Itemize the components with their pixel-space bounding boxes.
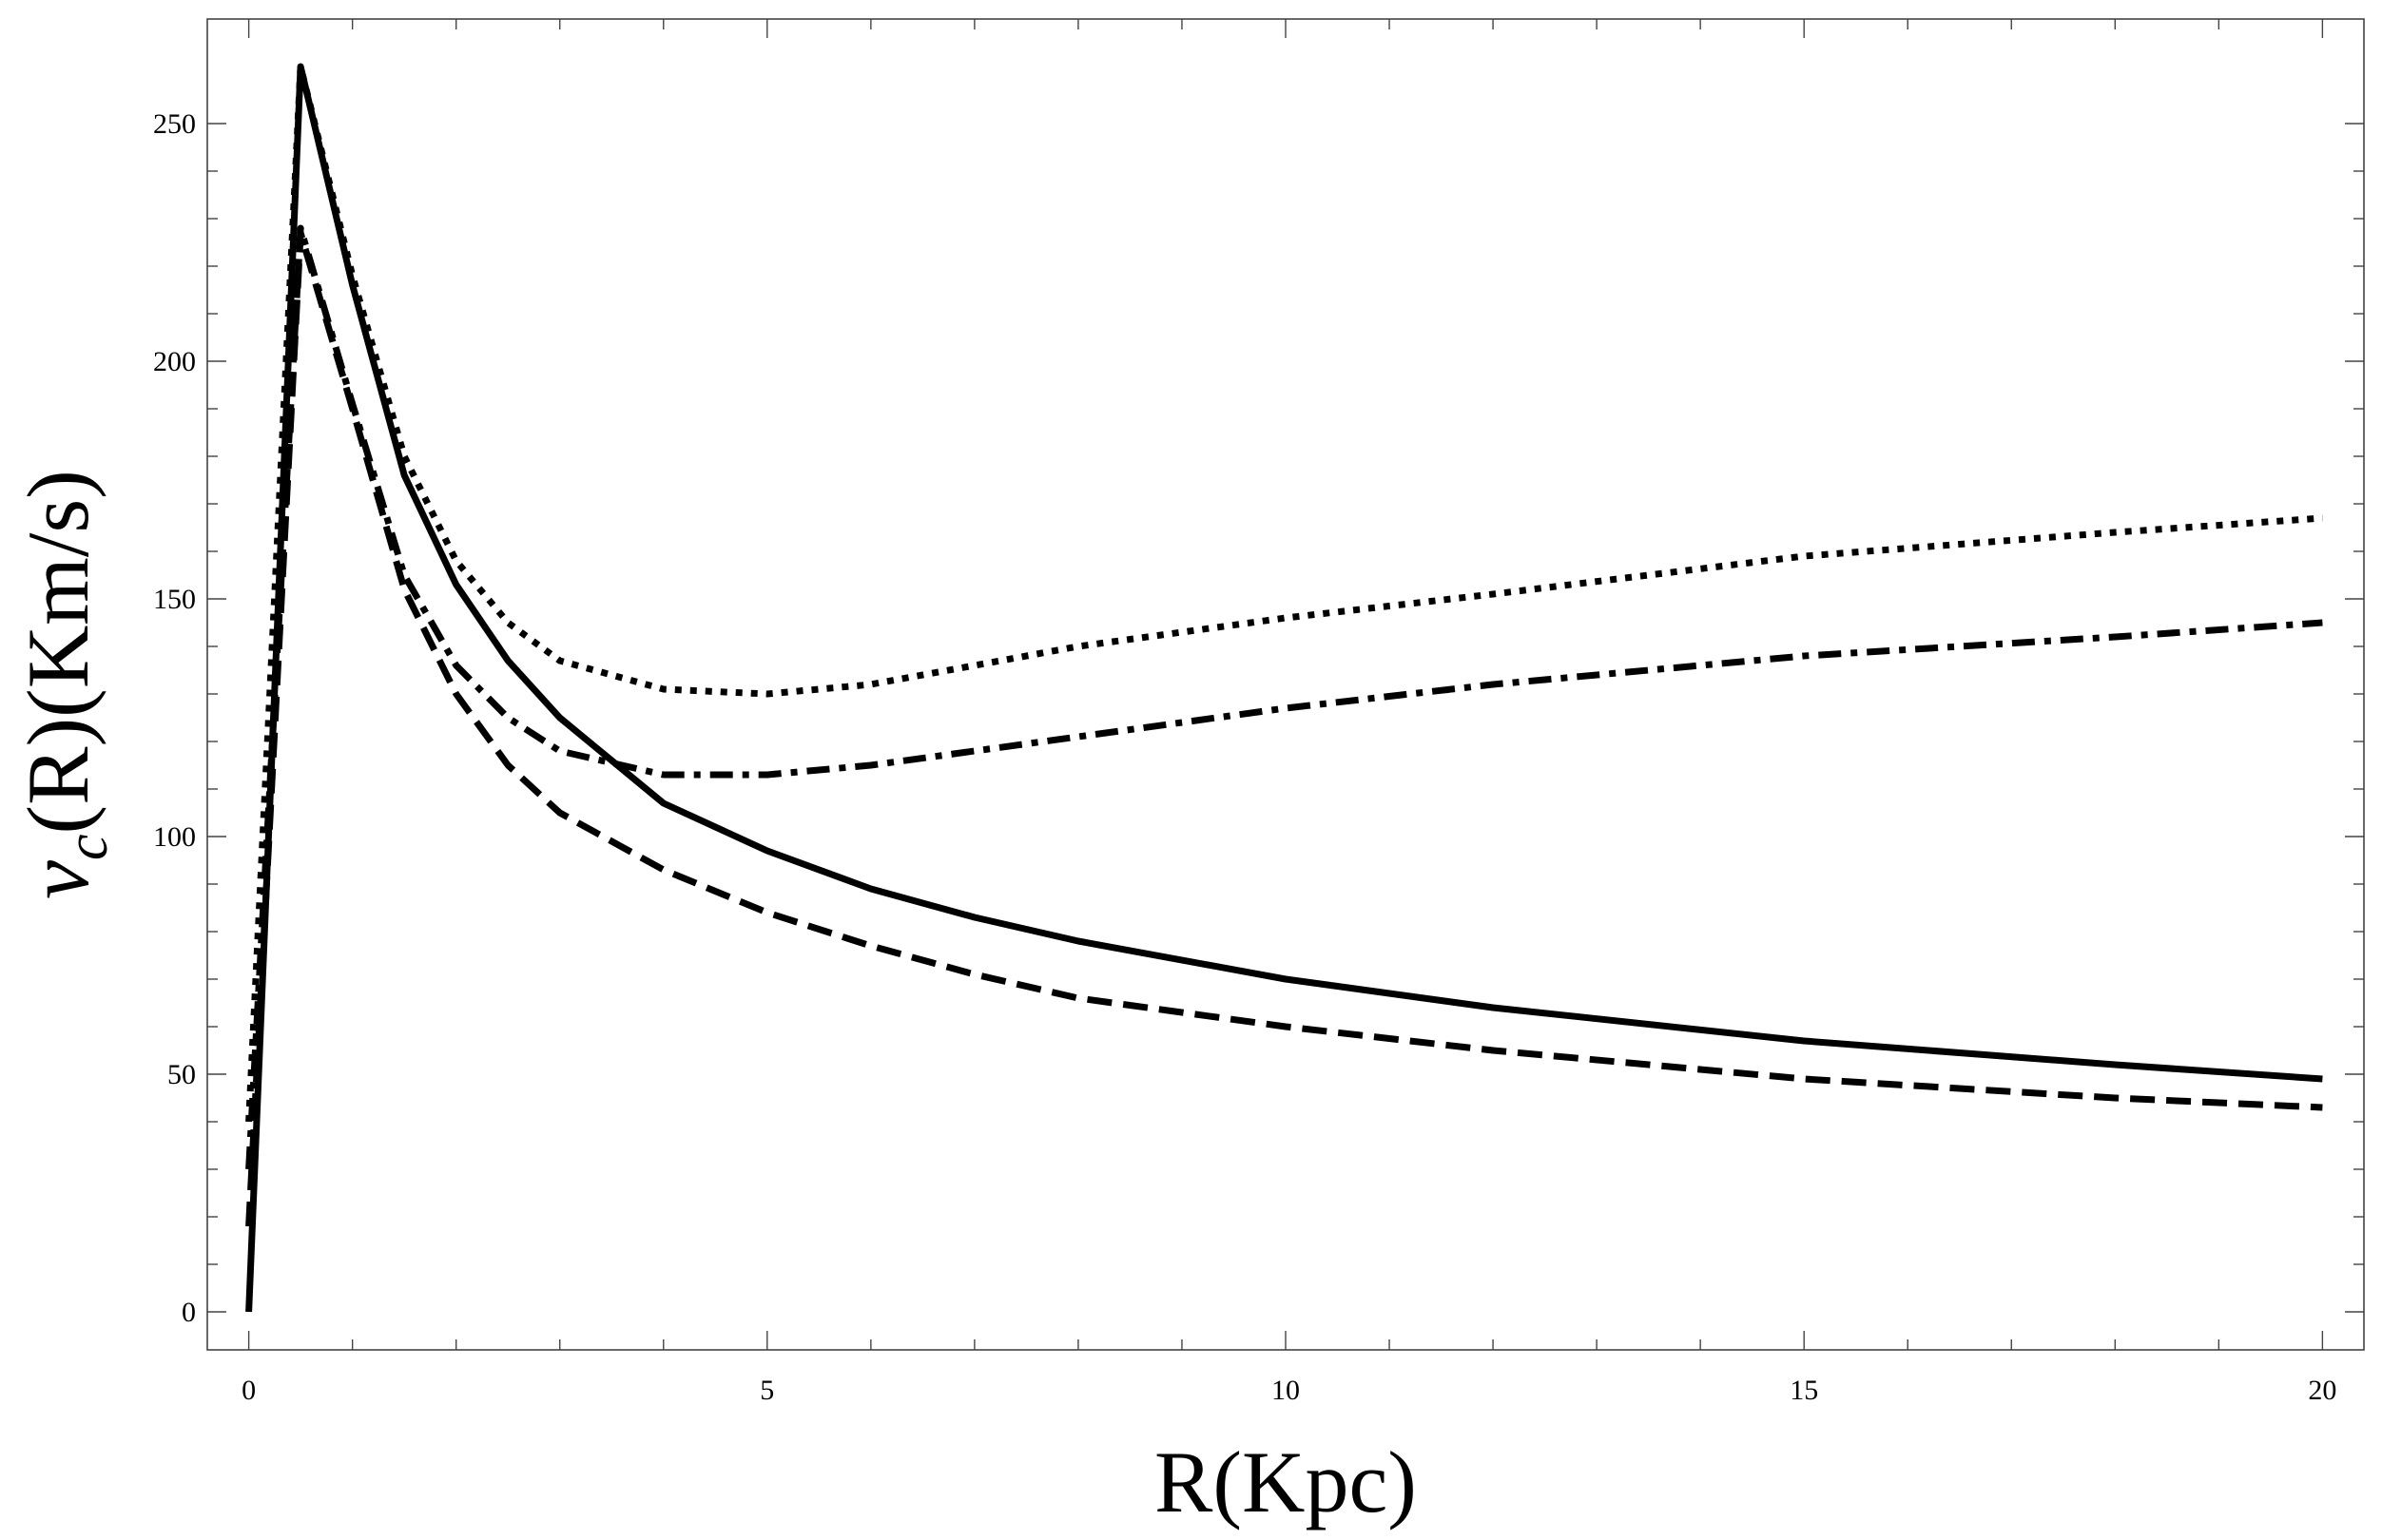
- y-tick-label: 200: [153, 346, 196, 377]
- series-layer: [245, 63, 2323, 1313]
- y-axis-title-units: (R)(Km/s): [10, 470, 107, 834]
- y-tick-label: 150: [153, 584, 196, 615]
- ticks-layer: [207, 19, 2364, 1350]
- series-line-dashdot: [245, 224, 2323, 1170]
- y-tick-label: 250: [153, 108, 196, 140]
- y-tick-label: 50: [167, 1059, 196, 1090]
- series-line-dashed: [245, 229, 2323, 1227]
- x-tick-label: 5: [760, 1375, 774, 1406]
- series-line-solid: [245, 63, 2323, 1313]
- y-axis-title-subscript: c: [55, 834, 120, 860]
- x-tick-label: 15: [1790, 1375, 1818, 1406]
- y-axis-title-variable: v: [10, 860, 107, 899]
- y-axis-title: vc(R)(Km/s): [10, 470, 120, 899]
- x-tick-label: 0: [242, 1375, 256, 1406]
- y-tick-label: 100: [153, 821, 196, 853]
- x-tick-label: 10: [1271, 1375, 1300, 1406]
- y-tick-label: 0: [182, 1297, 196, 1328]
- x-tick-label: 20: [2308, 1375, 2336, 1406]
- series-line-dotted: [245, 63, 2323, 1123]
- x-axis-title: R(Kpc): [1154, 1434, 1417, 1530]
